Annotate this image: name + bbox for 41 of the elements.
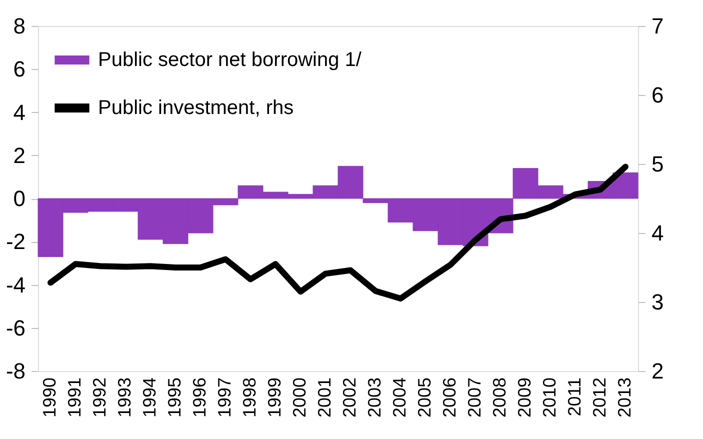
y-tick-label: -8 [6,358,26,384]
x-tick-label: 1998 [240,378,260,418]
x-tick-label: 2010 [540,378,560,418]
x-tick-label: 2013 [614,378,634,418]
y-tick-label: 6 [13,56,26,82]
y2-tick-label: 4 [652,220,664,246]
legend-label: Public investment, rhs [98,97,294,119]
x-tick-label: 2001 [314,378,334,418]
y2-tick-label: 6 [652,82,664,108]
y2-tick-label: 3 [652,290,664,314]
x-tick-label: 2003 [364,378,384,418]
x-tick-label: 1995 [164,378,184,418]
x-tick-label: 2007 [464,378,484,418]
y-tick-label: 2 [13,142,26,168]
y-tick-label: 8 [13,14,26,38]
y-tick-label: -6 [6,315,26,340]
y-tick-label: 0 [13,186,26,211]
y2-tick-label: 7 [652,14,664,38]
x-tick-label: 1993 [114,378,134,418]
legend-label: Public sector net borrowing 1/ [98,49,362,71]
y-tick-label: -4 [6,272,26,298]
y-tick-label: -2 [6,229,26,254]
x-tick-label: 1992 [90,378,110,418]
x-tick-label: 1990 [40,378,60,418]
x-tick-label: 1994 [140,378,160,418]
y-tick-label: 4 [13,100,26,125]
x-tick-label: 2011 [564,378,584,416]
x-tick-label: 1999 [264,378,284,418]
x-tick-label: 2002 [340,378,360,418]
x-tick-label: 2012 [590,378,610,418]
x-tick-label: 1996 [190,378,210,418]
x-tick-label: 1991 [64,378,84,418]
x-tick-label: 2008 [490,378,510,418]
x-tick-label: 2009 [514,378,534,418]
x-tick-label: 2000 [290,378,310,418]
x-tick-label: 1997 [214,378,234,418]
y2-tick-label: 5 [652,152,664,176]
x-tick-label: 2006 [440,378,460,418]
x-tick-label: 2004 [390,378,410,418]
x-tick-label: 2005 [414,378,434,418]
y2-tick-label: 2 [652,358,664,384]
